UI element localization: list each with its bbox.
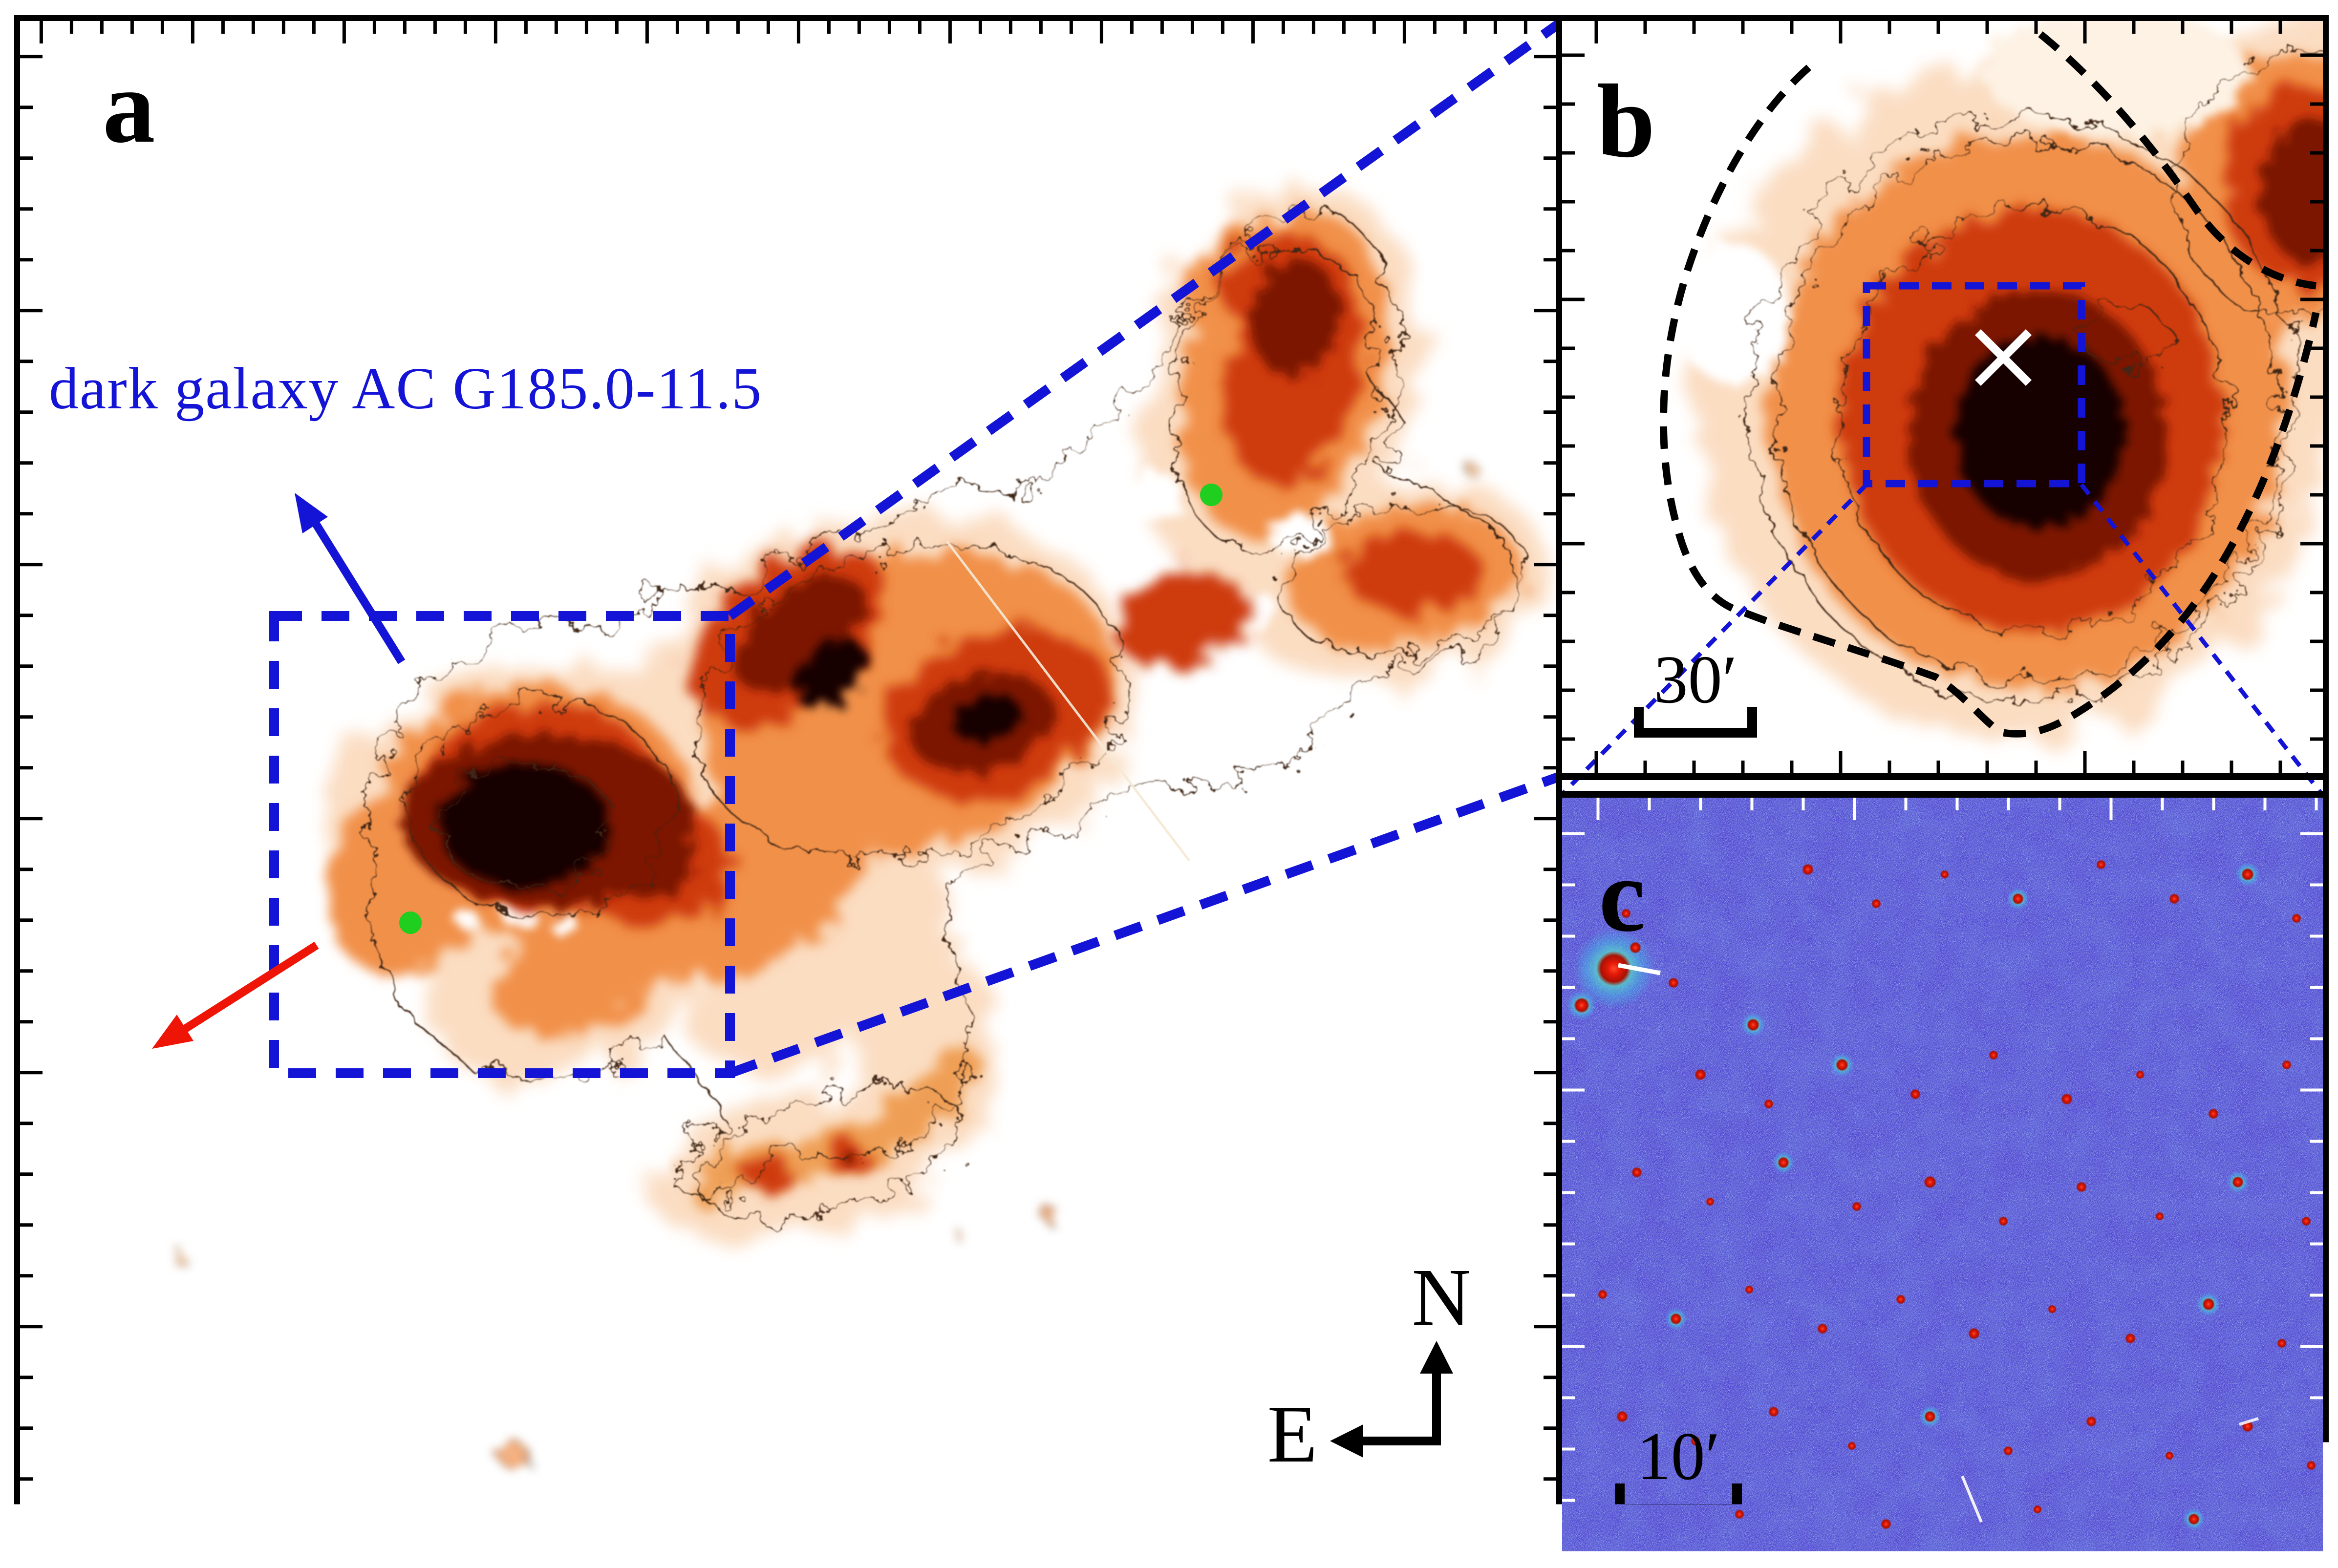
decor-circle [2241, 868, 2254, 881]
decor-circle [1706, 1197, 1715, 1206]
decor-circle [499, 1441, 527, 1468]
decor-circle [2076, 1182, 2087, 1192]
decor-circle [2169, 893, 2180, 904]
decor-circle [1847, 1441, 1856, 1450]
decor-circle [2003, 1446, 2013, 1456]
decor-ellipse [1112, 472, 1185, 519]
decor-circle [2202, 1298, 2215, 1311]
decor-circle [1695, 1069, 1706, 1081]
decor-circle [1040, 1204, 1056, 1219]
decor-circle [2165, 1451, 2174, 1460]
decor-circle [2232, 1176, 2244, 1188]
decor-circle [1968, 1328, 1980, 1339]
decor-circle [1668, 977, 1679, 988]
compass-north-label: N [1412, 1252, 1471, 1343]
decor-circle [2208, 1108, 2219, 1119]
decor-circle [2012, 893, 2024, 905]
decor-circle [1817, 1323, 1828, 1334]
decor-ellipse [1954, 337, 2125, 528]
panel-b-label: b [1597, 63, 1655, 179]
decor-circle [2155, 1212, 2164, 1221]
decor-circle [1924, 1176, 1936, 1188]
decor-circle [1871, 899, 1881, 909]
decor-circle [1924, 1411, 1936, 1422]
decor-circle [2282, 1060, 2292, 1070]
green-dot-marker-1 [399, 911, 422, 934]
decor-circle [2136, 1070, 2145, 1079]
decor-circle [1670, 1313, 1682, 1325]
dark-galaxy-annotation: dark galaxy AC G185.0-11.5 [49, 356, 762, 422]
decor-ellipse [454, 910, 479, 929]
decor-ellipse [606, 826, 694, 899]
decor-circle [1747, 1018, 1759, 1031]
decor-ellipse [1269, 514, 1330, 555]
figure-root: dark galaxy AC G185.0-11.5 a b c N E 30′… [0, 0, 2338, 1568]
decor-circle [1574, 997, 1589, 1013]
decor-circle [2277, 1338, 2287, 1348]
panel-a-hi-map [20, 21, 1564, 1552]
decor-circle [1802, 864, 1814, 875]
green-dot-marker-2 [1200, 484, 1223, 506]
decor-circle [2048, 1305, 2057, 1314]
decor-circle [1940, 870, 1949, 879]
decor-circle [1896, 1294, 1906, 1304]
decor-circle [955, 1231, 964, 1240]
decor-circle [1745, 1285, 1754, 1294]
compass-east-label: E [1267, 1389, 1318, 1480]
decor-ellipse [920, 349, 990, 394]
decor-circle [172, 1250, 184, 1261]
scale-bar-b-label: 30′ [1654, 642, 1737, 718]
decor-circle [2188, 1513, 2200, 1525]
decor-circle [2033, 1505, 2042, 1514]
decor-circle [2096, 860, 2106, 869]
decor-circle [1881, 1519, 1891, 1529]
panel-c-label: c [1599, 837, 1645, 954]
decor-ellipse [440, 764, 611, 887]
decor-circle [1768, 1406, 1779, 1417]
decor-ellipse [1031, 303, 1148, 381]
decor-circle [1764, 1099, 1774, 1109]
decor-ellipse [989, 400, 1082, 460]
decor-circle [1836, 1059, 1848, 1071]
decor-ellipse [1344, 530, 1480, 613]
decor-circle [1852, 1202, 1862, 1211]
decor-circle [1910, 1089, 1921, 1100]
decor-ellipse [551, 914, 578, 935]
decor-circle [2086, 1416, 2097, 1427]
decor-ellipse [1984, 10, 2248, 137]
decor-circle [2061, 1093, 2073, 1105]
decor-ellipse [743, 1156, 792, 1189]
decor-circle [1598, 1290, 1608, 1299]
decor-circle [2306, 1461, 2316, 1470]
scale-bar-c-label: 10′ [1637, 1419, 1720, 1494]
panel-a-label: a [103, 48, 155, 165]
decor-circle [1465, 462, 1476, 473]
decor-circle [2301, 1216, 2311, 1226]
figure-svg: dark galaxy AC G185.0-11.5 a b c N E 30′… [0, 0, 2338, 1568]
decor-circle [1616, 1411, 1628, 1422]
decor-g [1954, 337, 2125, 528]
decor-circle [2292, 913, 2301, 923]
decor-circle [1998, 1216, 2008, 1226]
decor-circle [1778, 1157, 1789, 1168]
decor-circle [2125, 1333, 2136, 1344]
decor-circle [1989, 1050, 1998, 1060]
decor-circle [1631, 1167, 1642, 1178]
